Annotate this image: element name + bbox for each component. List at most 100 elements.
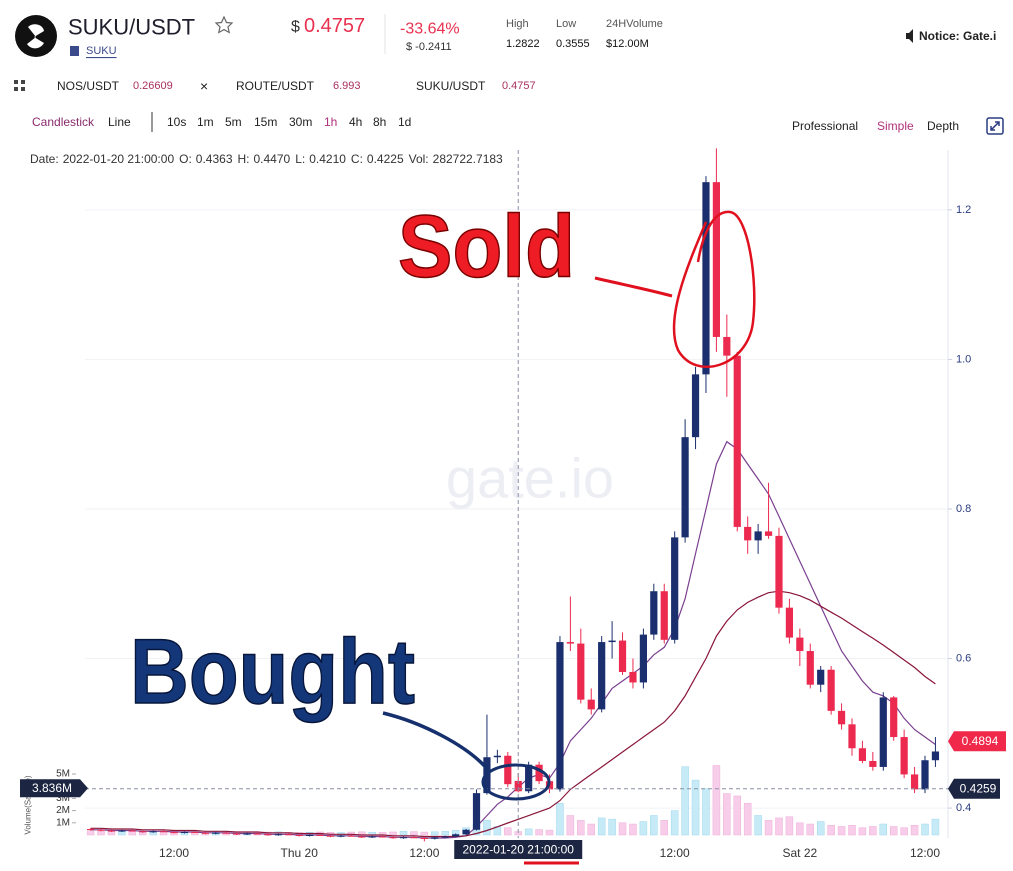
- tab-pair[interactable]: NOS/USDT: [57, 79, 120, 93]
- volume-tick-label: 3M: [56, 793, 70, 804]
- grid-icon[interactable]: [14, 80, 25, 91]
- annotations: Sold Bought: [129, 196, 756, 865]
- interval[interactable]: 1d: [398, 115, 411, 129]
- fullscreen-icon[interactable]: [986, 117, 1004, 135]
- candle-body: [618, 640, 627, 672]
- candle-body: [410, 837, 418, 839]
- candle-body: [504, 755, 512, 785]
- crosshair-price-box: [948, 778, 1000, 799]
- volume-bar: [921, 823, 929, 836]
- candle-body: [744, 526, 752, 541]
- candle-body: [212, 832, 220, 834]
- volume-tick-label: 2M: [56, 805, 70, 816]
- candle-body: [222, 832, 230, 834]
- low-value: 0.3555: [556, 38, 590, 50]
- tab-pair[interactable]: SUKU/USDT: [416, 79, 486, 93]
- interval[interactable]: 15m: [254, 115, 277, 129]
- candle-body: [472, 793, 481, 830]
- volume-bar: [712, 765, 721, 836]
- interval[interactable]: 4h: [349, 115, 362, 129]
- interval[interactable]: 1h: [324, 115, 337, 129]
- token-link[interactable]: SUKU: [86, 45, 117, 57]
- view[interactable]: Professional: [792, 119, 858, 133]
- header: SUKU/USDT SUKU $ 0.4757 -33.64% $ -0.241…: [15, 14, 996, 57]
- ma-line: [90, 440, 936, 839]
- candle-body: [900, 737, 908, 775]
- chart-type[interactable]: Line: [108, 115, 131, 129]
- volume-bar: [399, 831, 408, 836]
- candle-body: [233, 833, 241, 835]
- change-abs: $ -0.2411: [406, 41, 452, 53]
- volume-bar: [86, 830, 95, 836]
- x-tick-label: 12:00: [660, 846, 690, 860]
- interval[interactable]: 8h: [373, 115, 386, 129]
- logo-mark: [27, 24, 44, 49]
- watermark: gate.io: [446, 447, 614, 510]
- tab-pair[interactable]: ROUTE/USDT: [236, 79, 315, 93]
- interval[interactable]: 1m: [197, 115, 214, 129]
- candle-body: [493, 755, 501, 758]
- volume-bar: [535, 829, 543, 836]
- view[interactable]: Simple: [877, 119, 914, 133]
- volume-bar: [681, 766, 689, 836]
- volume-label: 24HVolume: [606, 18, 663, 30]
- volume-tick-label: 5M: [56, 769, 70, 780]
- volume-bar: [754, 815, 762, 836]
- candle-body: [306, 835, 314, 837]
- volume-bar: [910, 824, 919, 836]
- candle-body: [191, 832, 199, 834]
- volume-bar: [650, 815, 658, 836]
- x-tick-label: 12:00: [910, 846, 940, 860]
- volume-bar: [618, 822, 627, 836]
- candle-body: [368, 836, 376, 838]
- view[interactable]: Depth: [927, 119, 959, 133]
- volume-bar: [723, 793, 731, 836]
- volume-bar: [796, 822, 804, 836]
- tab-close[interactable]: ×: [200, 78, 208, 94]
- speaker-icon: [906, 29, 913, 43]
- candle-body: [379, 836, 387, 838]
- candle-body: [347, 835, 355, 837]
- candle-body: [879, 697, 887, 767]
- volume-bar: [848, 824, 856, 836]
- candle-body: [87, 829, 95, 831]
- info-label: H:: [238, 152, 250, 166]
- tab-price: 6.993: [333, 80, 361, 92]
- candle-body: [180, 832, 189, 834]
- interval[interactable]: 10s: [167, 115, 186, 129]
- candle-body: [639, 634, 647, 683]
- toolbar: Candlestick Line 10s 1m 5m 15m 30m 1h 4h…: [32, 112, 1004, 135]
- chart-type[interactable]: Candlestick: [32, 115, 95, 129]
- candle-body: [650, 591, 658, 635]
- y-tick-label: 0.4: [956, 802, 971, 814]
- volume-bar: [931, 818, 940, 836]
- candle-body: [712, 182, 720, 337]
- interval[interactable]: 30m: [289, 115, 312, 129]
- candle-body: [358, 836, 366, 838]
- candle-body: [337, 835, 345, 837]
- candle-body: [733, 355, 741, 527]
- crosshair-volume-box: [20, 779, 88, 798]
- candle-body: [128, 830, 136, 832]
- candle-body: [848, 724, 856, 749]
- volume-bar: [785, 816, 794, 836]
- candle-body: [118, 830, 126, 832]
- interval[interactable]: 5m: [225, 115, 242, 129]
- volume-bar: [702, 788, 710, 836]
- ma-line: [90, 590, 936, 838]
- volume-bar: [889, 826, 898, 836]
- favorite-star[interactable]: [214, 15, 234, 34]
- volume-bar: [504, 827, 512, 836]
- y-tick-label: 0.8: [956, 503, 971, 515]
- candle-body: [107, 830, 116, 832]
- price: 0.4757: [304, 15, 365, 37]
- volume-bar: [389, 831, 397, 836]
- candle-body: [598, 642, 606, 710]
- volume-bar: [128, 831, 137, 836]
- volume-bar: [118, 831, 126, 836]
- notice[interactable]: Notice: Gate.i: [919, 29, 996, 43]
- info-value: 0.4210: [309, 152, 346, 166]
- crosshair-x-box: [454, 840, 583, 859]
- info-value: 0.4225: [367, 152, 404, 166]
- volume-bar: [660, 820, 668, 836]
